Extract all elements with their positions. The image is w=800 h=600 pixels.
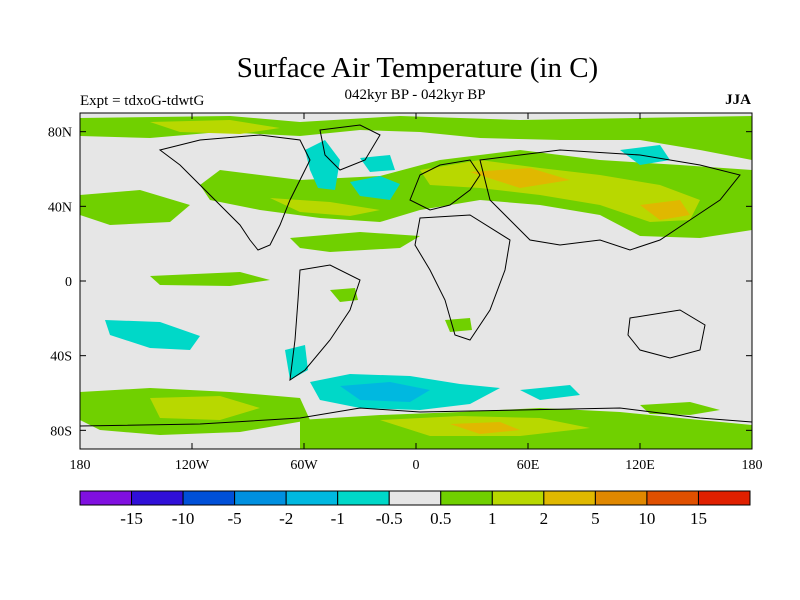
coastlines — [80, 124, 752, 427]
coastline-australia — [627, 309, 706, 359]
anomaly-region-eurasia-max — [470, 168, 570, 188]
colorbar-label: 10 — [638, 509, 655, 528]
anomaly-region-indian-ocean-cool — [520, 385, 580, 400]
colorbar-swatch — [388, 490, 442, 506]
y-tick-label: 0 — [65, 275, 72, 290]
anomaly-region-central-america-warm — [290, 232, 420, 252]
anomaly-region-arctic-strong — [150, 120, 280, 134]
anomaly-fields — [80, 116, 752, 449]
x-tick-label: 120W — [175, 458, 210, 473]
chart-subtitle: 042kyr BP - 042kyr BP — [344, 87, 486, 103]
anomaly-region-antarctica-max — [450, 422, 520, 434]
anomaly-region-southern-indian-warm — [640, 402, 720, 415]
colorbar: -15 -10 -5 -2 -1 -0.5 0.5 1 2 5 10 15 — [79, 490, 751, 528]
anomaly-region-south-pacific-cool — [105, 320, 200, 350]
y-tick-label: 80S — [50, 424, 72, 439]
x-tick-label: 180 — [742, 458, 763, 473]
coastline-south-america — [289, 264, 361, 382]
colorbar-label: -5 — [228, 509, 242, 528]
anomaly-region-barents-cool — [360, 155, 395, 172]
coastline-asia — [479, 149, 741, 251]
colorbar-swatch — [646, 490, 699, 506]
anomaly-region-north-atlantic-warm — [200, 150, 752, 238]
colorbar-swatch — [131, 490, 184, 506]
map-plot-area: 180 120W 60W 0 60E 120E 180 80N 40N 0 40S 80S — [48, 112, 763, 473]
colorbar-swatch — [337, 490, 390, 506]
colorbar-swatch — [285, 490, 339, 506]
colorbar-label: -15 — [120, 509, 143, 528]
colorbar-label: -0.5 — [376, 509, 403, 528]
coastline-north-america — [158, 134, 311, 251]
colorbar-label: -1 — [331, 509, 345, 528]
anomaly-region-east-asia-max — [640, 200, 690, 220]
y-tick-label: 40N — [48, 200, 72, 215]
colorbar-swatch — [697, 490, 751, 506]
colorbar-label: -2 — [279, 509, 293, 528]
colorbar-swatch — [79, 490, 133, 506]
colorbar-label: -10 — [172, 509, 195, 528]
colorbar-label: 2 — [540, 509, 549, 528]
colorbar-swatch — [440, 490, 493, 506]
anomaly-region-atlantic-strong — [270, 198, 380, 216]
y-axis: 80N 40N 0 40S 80S — [48, 126, 752, 439]
anomaly-region-southern-ocean-strong-cool — [340, 382, 430, 402]
anomaly-region-asia-cool — [620, 145, 670, 165]
y-tick-label: 40S — [50, 350, 72, 365]
x-tick-label: 60W — [290, 458, 318, 473]
coastline-antarctica — [80, 407, 752, 427]
anomaly-region-labrador-cool — [305, 140, 340, 190]
x-tick-label: 0 — [413, 458, 420, 473]
anomaly-region-north-pacific-warm — [80, 190, 190, 225]
coastline-europe — [409, 159, 481, 211]
y-tick-label: 80N — [48, 126, 72, 141]
season-label: JJA — [725, 92, 751, 108]
x-axis: 180 120W 60W 0 60E 120E 180 — [70, 113, 763, 473]
colorbar-label: 5 — [591, 509, 600, 528]
colorbar-swatch — [543, 490, 596, 506]
coastline-africa — [414, 214, 511, 341]
colorbar-swatch — [594, 490, 648, 506]
colorbar-label: 1 — [488, 509, 497, 528]
colorbar-label: 0.5 — [430, 509, 451, 528]
x-tick-label: 180 — [70, 458, 91, 473]
anomaly-region-antarctic-pacific-strong — [150, 396, 260, 420]
colorbar-swatch — [491, 490, 545, 506]
colorbar-swatch — [234, 490, 287, 506]
colorbar-label: 15 — [690, 509, 707, 528]
x-tick-label: 120E — [625, 458, 655, 473]
experiment-label: Expt = tdxoG-tdwtG — [80, 93, 205, 109]
coastline-greenland — [319, 124, 381, 171]
chart-title: Surface Air Temperature (in C) — [236, 52, 599, 84]
anomaly-region-tropical-pacific-warm — [150, 272, 270, 286]
colorbar-swatch — [182, 490, 236, 506]
anomaly-region-north-atlantic-cool — [350, 176, 400, 200]
anomaly-region-indian-warm — [445, 318, 472, 332]
x-tick-label: 60E — [517, 458, 540, 473]
anomaly-region-amazon-warm — [330, 288, 358, 302]
